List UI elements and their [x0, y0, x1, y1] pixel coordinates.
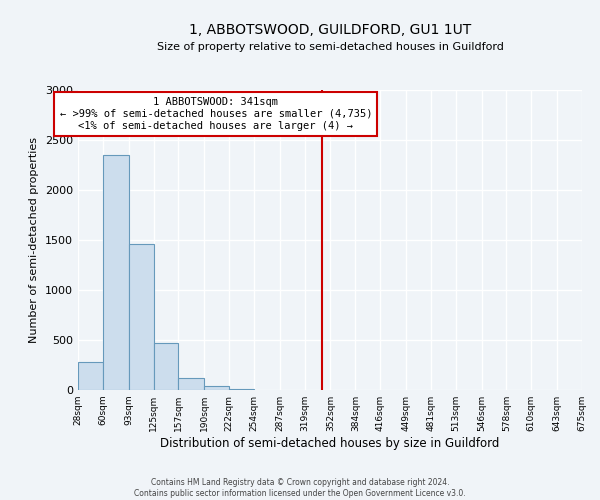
Y-axis label: Number of semi-detached properties: Number of semi-detached properties [29, 137, 40, 343]
Bar [128, 244, 154, 390]
Text: 1, ABBOTSWOOD, GUILDFORD, GU1 1UT: 1, ABBOTSWOOD, GUILDFORD, GU1 1UT [189, 22, 471, 36]
Bar [154, 342, 178, 390]
Text: 1 ABBOTSWOOD: 341sqm
← >99% of semi-detached houses are smaller (4,735)
<1% of s: 1 ABBOTSWOOD: 341sqm ← >99% of semi-deta… [59, 98, 372, 130]
Bar [204, 386, 229, 390]
Text: Contains HM Land Registry data © Crown copyright and database right 2024.
Contai: Contains HM Land Registry data © Crown c… [134, 478, 466, 498]
Bar [178, 378, 204, 390]
X-axis label: Distribution of semi-detached houses by size in Guildford: Distribution of semi-detached houses by … [160, 437, 500, 450]
Text: Size of property relative to semi-detached houses in Guildford: Size of property relative to semi-detach… [157, 42, 503, 52]
Bar [103, 155, 128, 390]
Bar [78, 362, 103, 390]
Bar [229, 388, 254, 390]
